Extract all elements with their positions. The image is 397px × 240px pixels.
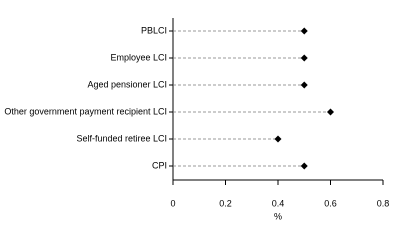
x-axis-label: % <box>274 211 282 221</box>
chart: % 0 0.2 0.4 0.6 0.8 PBLCI Employee LCI Aged pen… <box>4 18 390 221</box>
dot <box>300 81 308 89</box>
dot <box>300 162 308 170</box>
dot <box>274 135 282 143</box>
category-label: Employee LCI <box>110 52 167 62</box>
category-label: CPI <box>152 160 167 170</box>
page: {"chart_data": {"type": "dot", "categori… <box>4 18 390 222</box>
x-tick-label: 0 <box>170 198 175 208</box>
dot <box>300 27 308 35</box>
dot <box>300 54 308 62</box>
x-tick-label: 0.4 <box>272 198 285 208</box>
x-tick-label: 0.6 <box>324 198 337 208</box>
category-label: Self-funded retiree LCI <box>76 133 167 143</box>
category-label: Aged pensioner LCI <box>87 79 167 89</box>
category-label: PBLCI <box>141 25 167 35</box>
category-label: Other government payment recipient LCI <box>4 106 167 116</box>
dot <box>327 108 334 116</box>
x-tick-label: 0.2 <box>219 198 232 208</box>
x-tick-label: 0.8 <box>377 198 390 208</box>
